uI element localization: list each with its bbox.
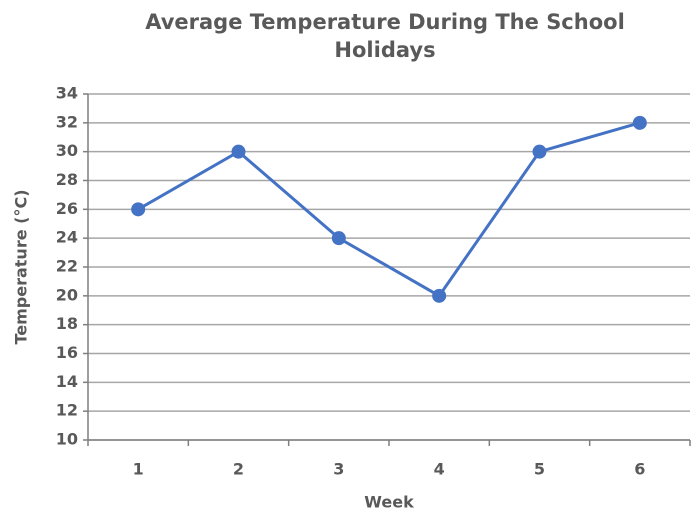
x-tick-label: 1 — [133, 460, 144, 479]
data-point — [131, 202, 146, 217]
x-axis-label: Week — [364, 493, 414, 512]
data-point — [331, 231, 346, 246]
y-tick-label: 24 — [56, 228, 78, 247]
y-tick-label: 32 — [56, 112, 78, 131]
y-tick-label: 14 — [56, 372, 78, 391]
x-tick-label: 3 — [333, 460, 344, 479]
data-point — [231, 144, 246, 159]
data-point — [532, 144, 547, 159]
y-tick-label: 20 — [56, 285, 78, 304]
series-line — [137, 121, 641, 298]
x-tick-label: 4 — [434, 460, 445, 479]
data-point — [632, 115, 647, 130]
y-tick-label: 28 — [56, 170, 78, 189]
y-tick-label: 26 — [56, 199, 78, 218]
y-tick-label: 10 — [56, 430, 78, 449]
chart-title: Average Temperature During The School Ho… — [145, 10, 625, 62]
x-tick-label: 6 — [634, 460, 645, 479]
y-tick-label: 22 — [56, 257, 78, 276]
data-point — [432, 288, 447, 303]
y-tick-label: 30 — [56, 141, 78, 160]
y-tick-label: 18 — [56, 314, 78, 333]
y-tick-label: 16 — [56, 343, 78, 362]
y-axis-label: Temperature (°C) — [12, 189, 31, 344]
x-tick-label: 2 — [233, 460, 244, 479]
y-tick-label: 34 — [56, 84, 78, 103]
y-tick-label: 12 — [56, 401, 78, 420]
x-tick-label: 5 — [534, 460, 545, 479]
